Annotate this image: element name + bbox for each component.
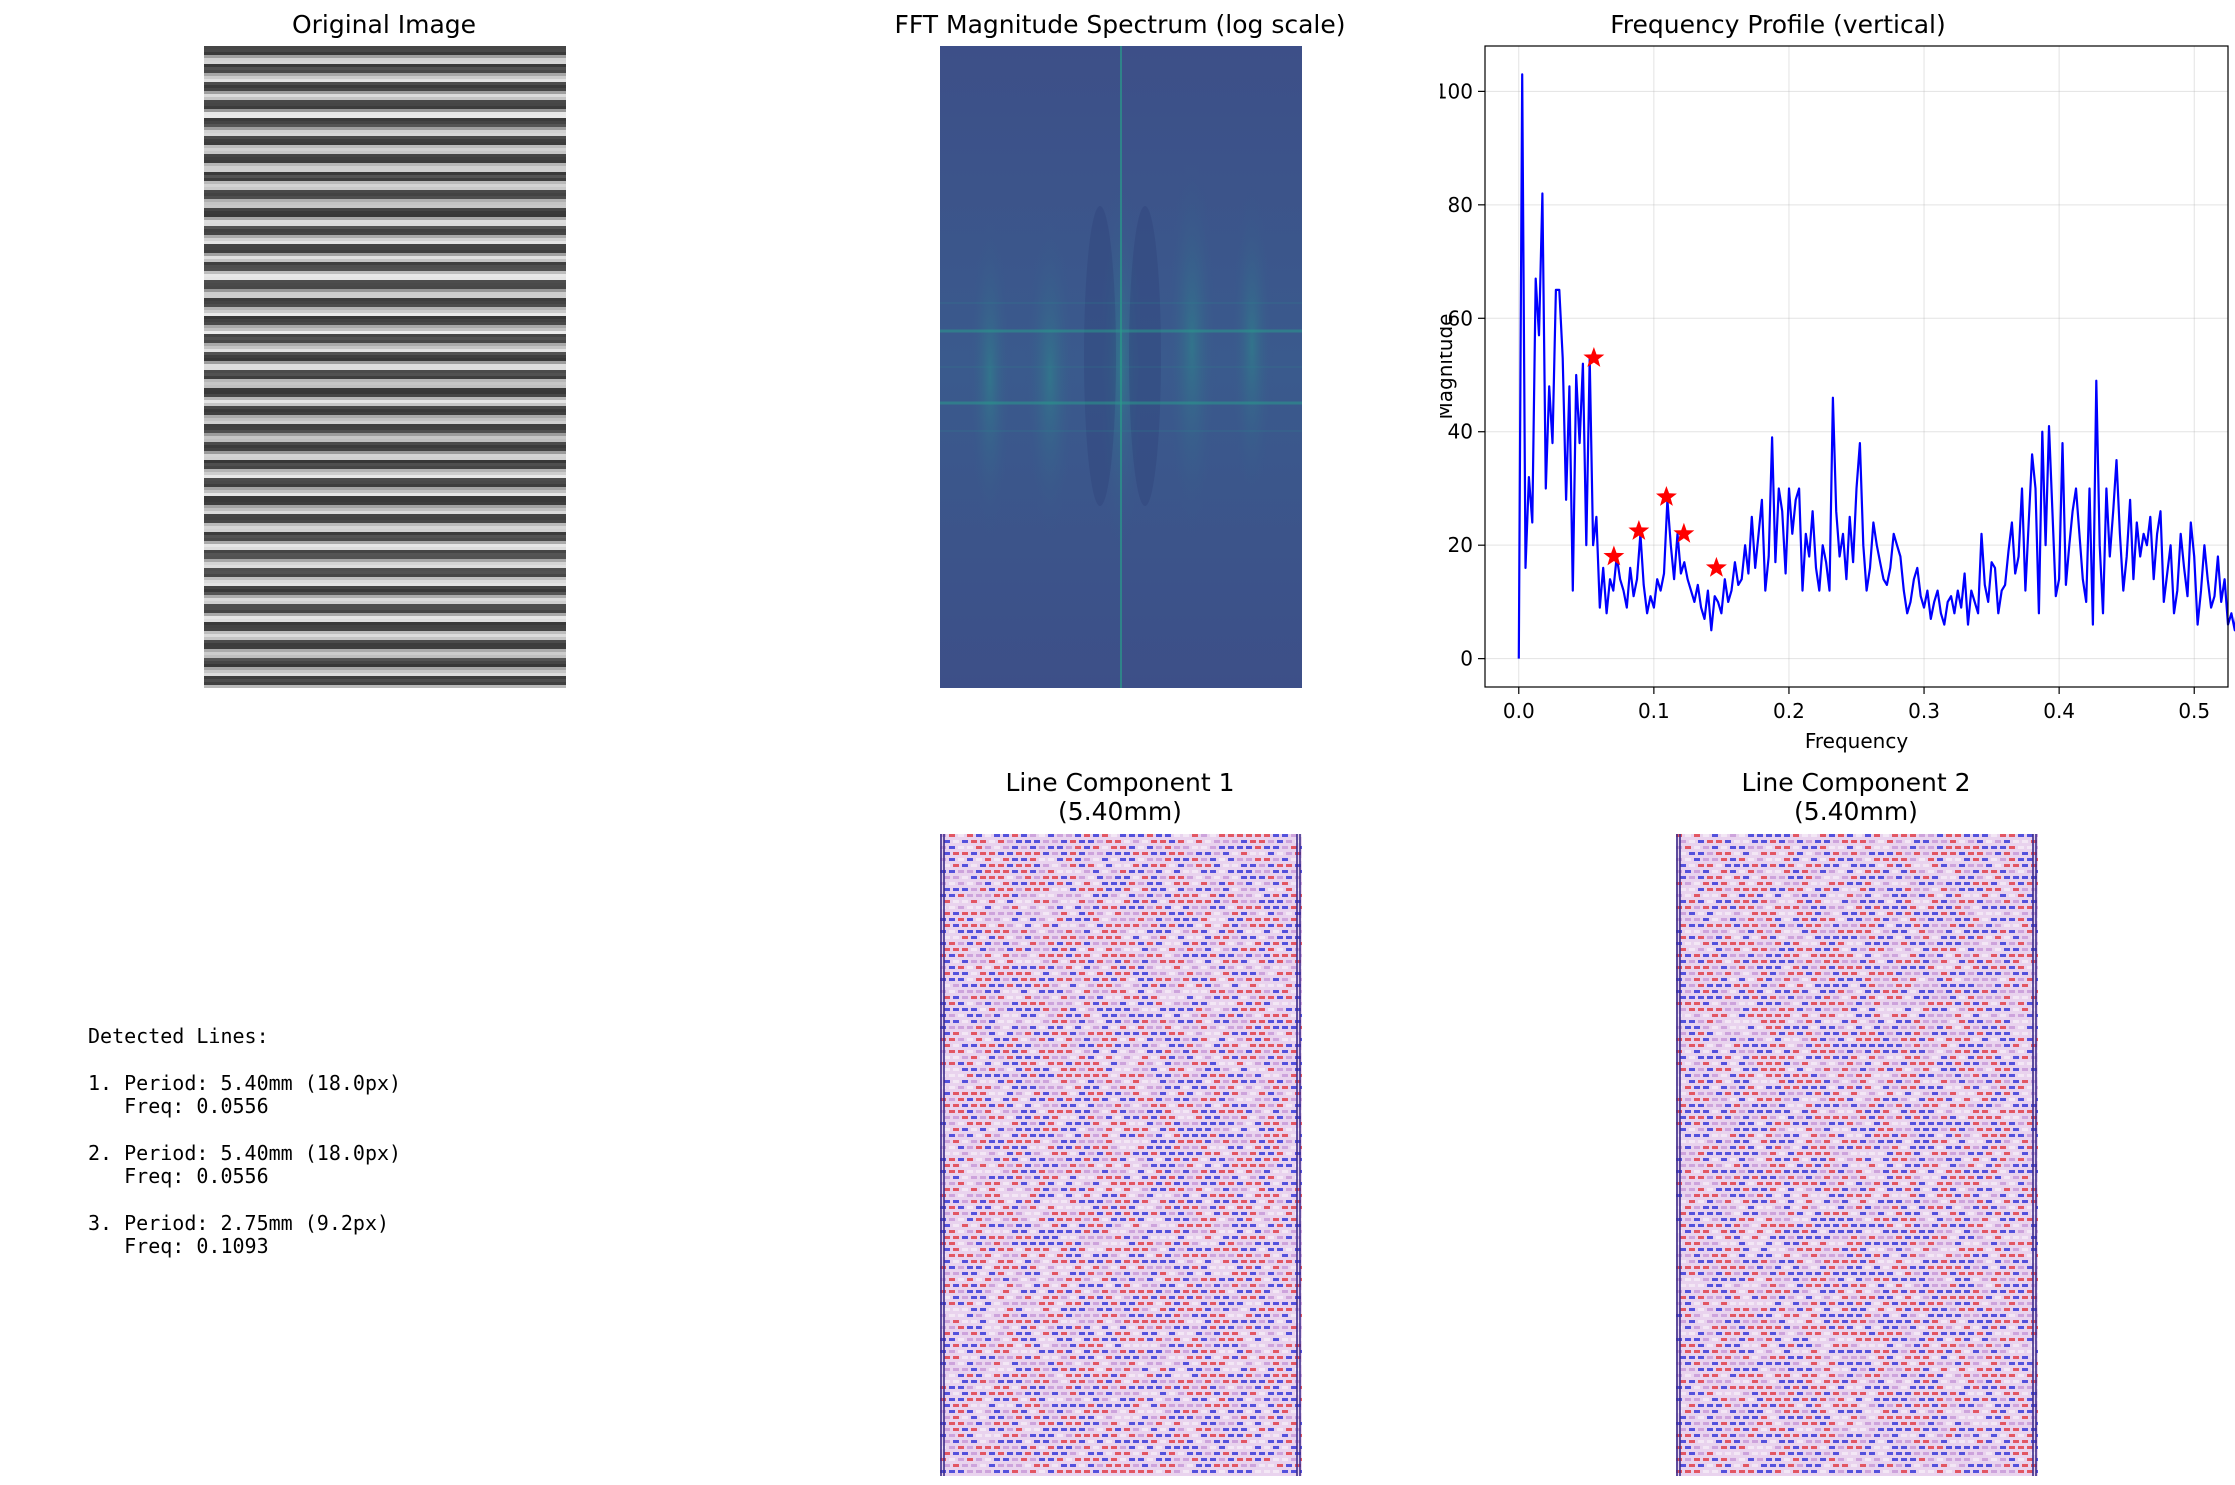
y-tick-label: 100 bbox=[1440, 79, 1473, 103]
original-image bbox=[204, 46, 566, 688]
peak-star-marker bbox=[1603, 545, 1625, 566]
detected-lines-heading: Detected Lines: bbox=[88, 1024, 269, 1048]
x-tick-label: 0.1 bbox=[1638, 699, 1670, 723]
original-image-title: Original Image bbox=[291, 10, 477, 39]
detected-item-1-freq: Freq: 0.0556 bbox=[88, 1094, 269, 1118]
line-component-1-image bbox=[940, 834, 1302, 1476]
detected-item-2-period: 2. Period: 5.40mm (18.0px) bbox=[88, 1141, 402, 1165]
detected-item-2-freq: Freq: 0.0556 bbox=[88, 1164, 269, 1188]
x-tick-label: 0.0 bbox=[1503, 699, 1535, 723]
y-tick-label: 20 bbox=[1448, 533, 1473, 557]
peak-star-marker bbox=[1656, 486, 1677, 506]
x-tick-label: 0.2 bbox=[1773, 699, 1805, 723]
peak-star-marker bbox=[1673, 522, 1695, 543]
fft-spectrum-title: FFT Magnitude Spectrum (log scale) bbox=[894, 10, 1346, 39]
x-tick-label: 0.5 bbox=[2178, 699, 2210, 723]
detected-item-3-period: 3. Period: 2.75mm (9.2px) bbox=[88, 1211, 390, 1235]
detected-item-3-freq: Freq: 0.1093 bbox=[88, 1234, 269, 1258]
y-axis-label: Magnitude bbox=[1440, 314, 1457, 420]
y-tick-label: 80 bbox=[1448, 193, 1473, 217]
frequency-profile-chart: 0.0 0.1 0.2 0.3 0.4 0.5 0 20 40 60 80 100 Frequency… bbox=[1440, 45, 2235, 753]
x-tick-label: 0.4 bbox=[2043, 699, 2075, 723]
line-component-2-image bbox=[1676, 834, 2038, 1476]
x-axis-label: Frequency bbox=[1805, 729, 1908, 753]
magnitude-series-line bbox=[1517, 73, 2235, 659]
component1-title-line2: (5.40mm) bbox=[1058, 797, 1182, 826]
component1-title-line1: Line Component 1 bbox=[1005, 768, 1235, 797]
y-tick-label: 0 bbox=[1460, 647, 1473, 671]
frequency-profile-title: Frequency Profile (vertical) bbox=[1610, 10, 1946, 39]
fft-spectrum-image bbox=[940, 46, 1302, 688]
peak-star-marker bbox=[1705, 556, 1727, 577]
y-tick-label: 60 bbox=[1448, 306, 1473, 330]
detected-item-1-period: 1. Period: 5.40mm (18.0px) bbox=[88, 1071, 402, 1095]
x-tick-label: 0.3 bbox=[1908, 699, 1940, 723]
y-tick-label: 40 bbox=[1448, 420, 1473, 444]
component2-title-line1: Line Component 2 bbox=[1741, 768, 1971, 797]
peak-star-marker bbox=[1628, 520, 1650, 540]
peak-star-marker bbox=[1583, 347, 1605, 367]
component2-title-line2: (5.40mm) bbox=[1794, 797, 1918, 826]
